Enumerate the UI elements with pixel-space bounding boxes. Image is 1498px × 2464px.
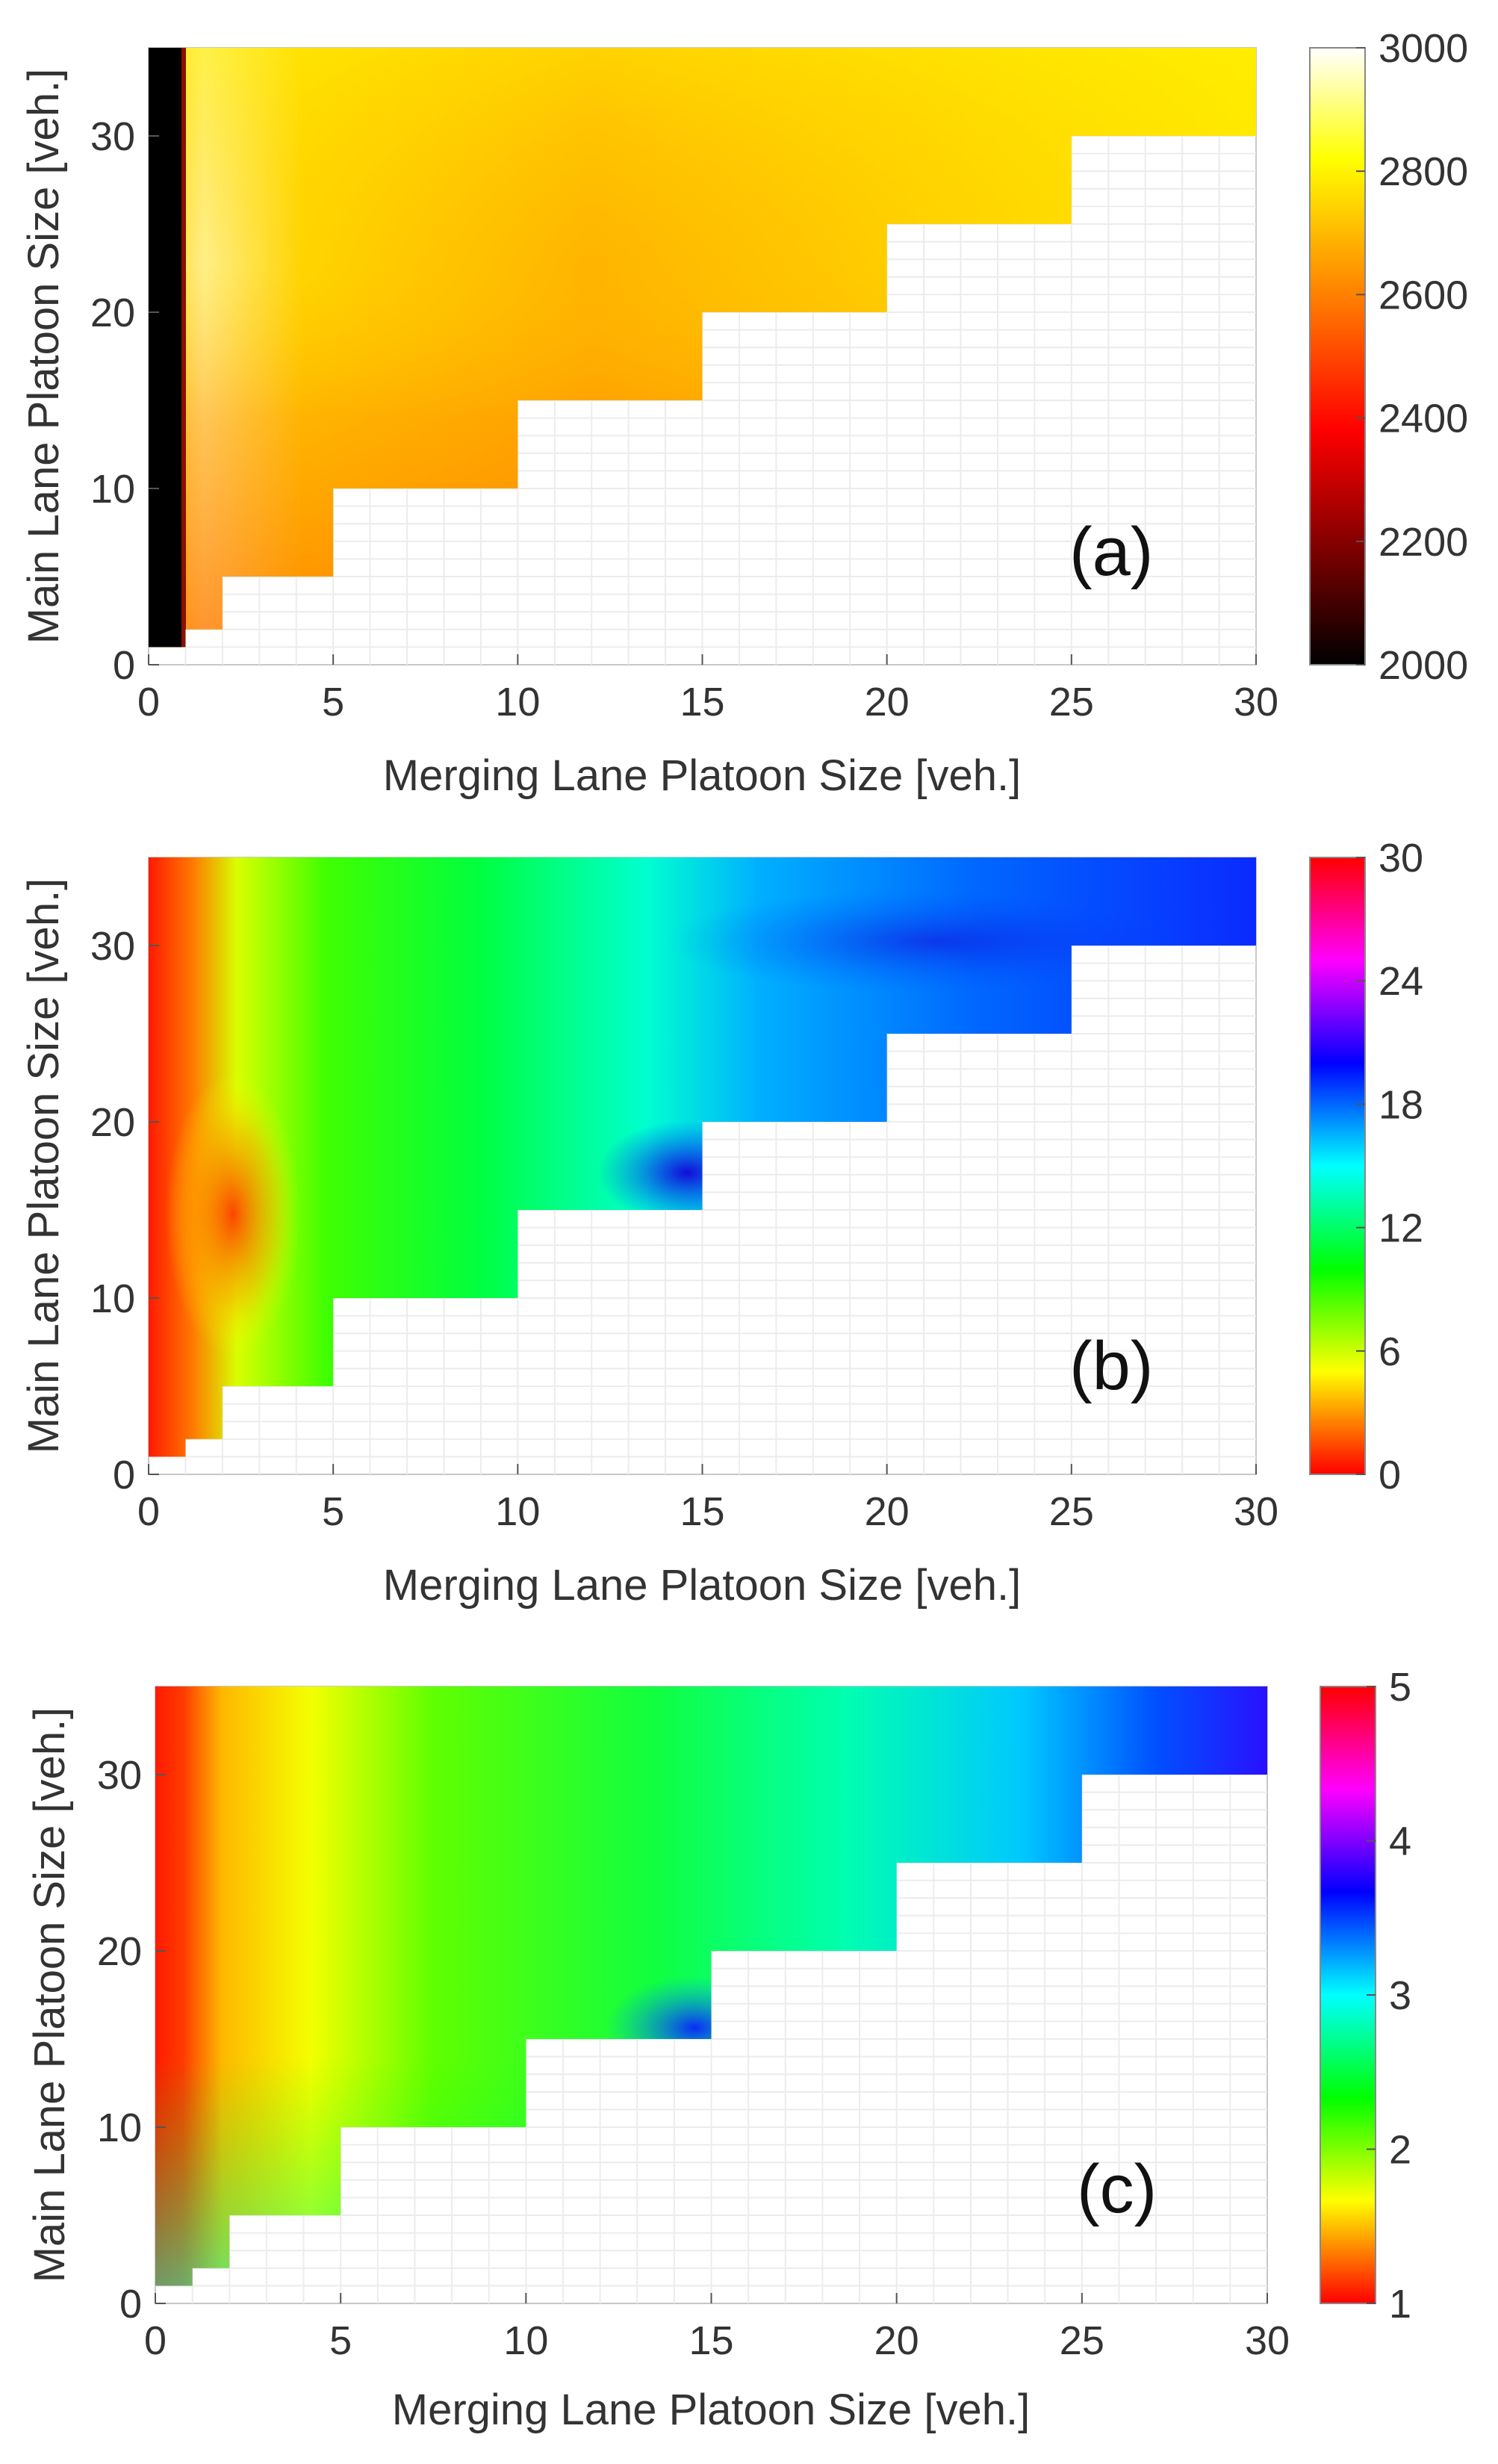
y-tick-label: 20 <box>90 1100 135 1145</box>
y-tick-label: 20 <box>97 1929 142 1974</box>
colorbar-c <box>1320 1686 1376 2304</box>
x-tick-label: 20 <box>874 2318 919 2363</box>
colorbar-tick-label: 2000 <box>1379 643 1468 688</box>
x-tick-label: 5 <box>322 1489 344 1534</box>
x-tick-label: 15 <box>689 2318 733 2363</box>
y-tick-label: 20 <box>90 291 135 335</box>
x-tick-label: 0 <box>137 680 160 724</box>
x-tick-label: 0 <box>137 1489 160 1534</box>
colorbar-tick-label: 24 <box>1379 959 1423 1004</box>
y-tick-label: 10 <box>90 467 135 512</box>
colorbar-tick-label: 3 <box>1389 1973 1411 2018</box>
x-tick-label: 10 <box>495 680 540 724</box>
colorbar-tick-label: 2800 <box>1379 149 1468 194</box>
heatmap-panel-b: 0 5 10 15 20 25 30 0 10 20 30 (b) Merging Lane Pla… <box>19 836 1423 1610</box>
colorbar-tick-label: 2200 <box>1379 520 1468 565</box>
panel-label-b: (b) <box>1069 1328 1153 1404</box>
colorbar-b <box>1309 857 1366 1475</box>
colorbar-tick-label: 30 <box>1379 836 1423 881</box>
colorbar-tick-label: 2 <box>1389 2128 1411 2173</box>
y-axis-label-c: Main Lane Platoon Size [veh.] <box>25 1707 74 2283</box>
axes-c: 0 5 10 15 20 25 30 0 10 20 30 <box>97 1753 1290 2363</box>
heatmap-panel-a: 0 5 10 15 20 25 30 0 10 20 30 (a) Merging Lane Pla… <box>19 26 1468 800</box>
axes-a: 0 5 10 15 20 25 30 0 10 20 30 <box>90 114 1278 724</box>
x-tick-label: 25 <box>1049 680 1094 724</box>
x-axis-label-c: Merging Lane Platoon Size [veh.] <box>392 2386 1030 2434</box>
panel-label-c: (c) <box>1077 2151 1157 2227</box>
x-tick-label: 25 <box>1049 1489 1094 1534</box>
colorbar-tick-label: 1 <box>1389 2282 1411 2327</box>
panel-label-a: (a) <box>1069 514 1153 590</box>
x-axis-label-b: Merging Lane Platoon Size [veh.] <box>383 1561 1021 1610</box>
x-tick-label: 15 <box>680 1489 724 1534</box>
x-tick-label: 30 <box>1234 680 1278 724</box>
colorbar-tick-label: 5 <box>1389 1665 1411 1710</box>
x-tick-label: 30 <box>1234 1489 1278 1534</box>
y-tick-label: 0 <box>113 1453 135 1498</box>
x-tick-label: 25 <box>1060 2318 1104 2363</box>
colorbar-ticks-b: 30 24 18 12 6 0 <box>1356 836 1423 1498</box>
y-tick-label: 30 <box>97 1753 142 1798</box>
y-tick-label: 10 <box>90 1276 135 1321</box>
colorbar-tick-label: 6 <box>1379 1329 1401 1374</box>
colorbar-ticks-c: 5 4 3 2 1 <box>1367 1665 1411 2327</box>
colorbar-tick-label: 4 <box>1389 1819 1411 1864</box>
x-tick-label: 5 <box>329 2318 352 2363</box>
colorbar-tick-label: 12 <box>1379 1206 1423 1251</box>
x-tick-label: 20 <box>865 1489 910 1534</box>
y-tick-label: 10 <box>97 2105 142 2150</box>
y-tick-label: 0 <box>113 643 135 688</box>
colorbar-tick-label: 2600 <box>1379 273 1468 317</box>
colorbar-tick-label: 18 <box>1379 1082 1423 1127</box>
y-tick-label: 0 <box>119 2282 142 2327</box>
y-axis-label-b: Main Lane Platoon Size [veh.] <box>19 878 68 1454</box>
x-tick-label: 5 <box>322 680 344 724</box>
y-tick-label: 30 <box>90 924 135 969</box>
x-axis-label-a: Merging Lane Platoon Size [veh.] <box>383 751 1021 800</box>
colorbar-tick-label: 0 <box>1379 1453 1401 1498</box>
x-tick-label: 15 <box>680 680 724 724</box>
colorbar-ticks-a: 3000 2800 2600 2400 2200 2000 <box>1356 26 1468 688</box>
y-axis-label-a: Main Lane Platoon Size [veh.] <box>19 69 68 645</box>
x-tick-label: 10 <box>503 2318 548 2363</box>
colorbar-a <box>1309 47 1366 665</box>
x-tick-label: 0 <box>144 2318 167 2363</box>
x-tick-label: 10 <box>495 1489 540 1534</box>
x-tick-label: 30 <box>1245 2318 1290 2363</box>
colorbar-tick-label: 2400 <box>1379 397 1468 441</box>
y-tick-label: 30 <box>90 114 135 159</box>
colorbar-tick-label: 3000 <box>1379 26 1468 71</box>
axes-b: 0 5 10 15 20 25 30 0 10 20 30 <box>90 924 1278 1534</box>
x-tick-label: 20 <box>865 680 910 724</box>
